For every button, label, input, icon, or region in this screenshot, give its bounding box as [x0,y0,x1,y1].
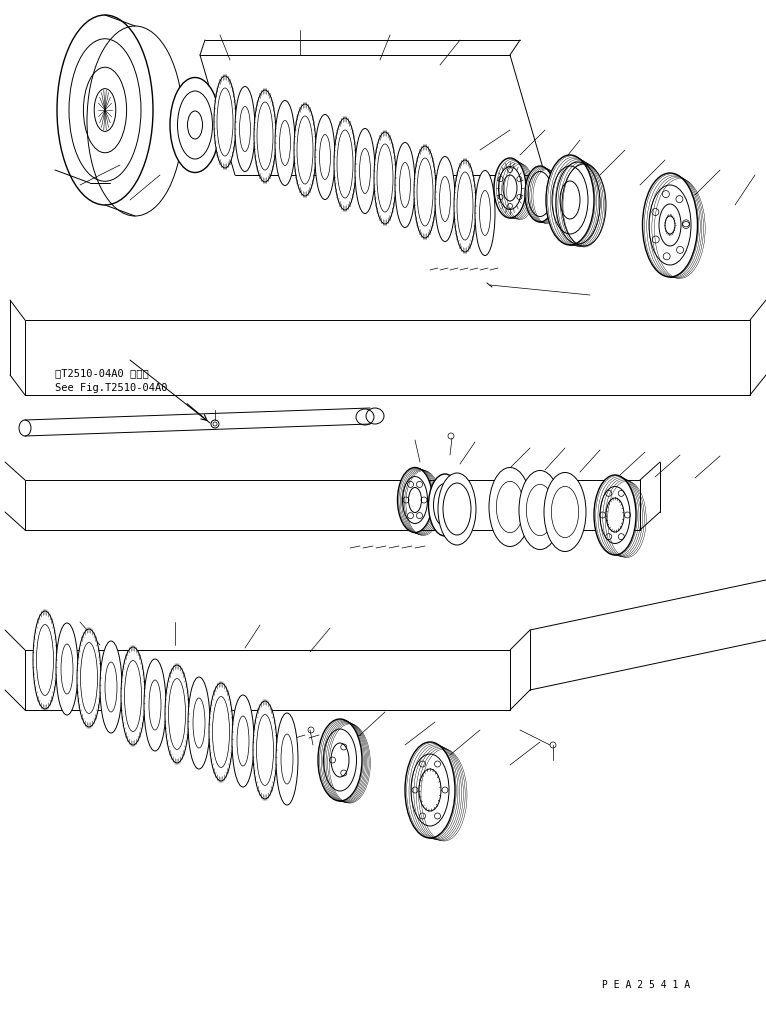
Ellipse shape [125,660,142,732]
Ellipse shape [257,102,273,170]
Ellipse shape [560,181,580,219]
Ellipse shape [214,76,236,168]
Ellipse shape [428,474,461,536]
Ellipse shape [297,116,313,184]
Circle shape [211,420,219,428]
Ellipse shape [217,88,233,156]
Ellipse shape [253,701,277,799]
Ellipse shape [56,623,78,715]
Ellipse shape [323,729,356,791]
Ellipse shape [212,697,230,767]
Ellipse shape [237,716,249,766]
Ellipse shape [359,149,371,193]
Ellipse shape [169,678,185,749]
Ellipse shape [649,185,691,265]
Ellipse shape [552,166,588,234]
Ellipse shape [600,486,630,544]
Ellipse shape [276,713,298,805]
Ellipse shape [544,472,586,551]
Ellipse shape [257,715,273,786]
Ellipse shape [443,483,471,535]
Ellipse shape [438,473,476,545]
Ellipse shape [552,486,578,538]
Ellipse shape [528,172,552,216]
Ellipse shape [318,719,362,801]
Ellipse shape [209,683,233,782]
Ellipse shape [419,769,441,811]
Ellipse shape [494,158,526,218]
Ellipse shape [178,91,212,159]
Ellipse shape [434,483,457,527]
Ellipse shape [475,171,495,256]
Ellipse shape [240,106,250,152]
Ellipse shape [254,90,276,182]
Ellipse shape [606,498,624,532]
Ellipse shape [414,146,436,238]
Ellipse shape [398,467,433,533]
Ellipse shape [319,134,330,180]
Ellipse shape [457,172,473,240]
Ellipse shape [374,132,396,224]
Ellipse shape [294,104,316,196]
Ellipse shape [193,698,205,748]
Ellipse shape [519,470,561,550]
Ellipse shape [496,481,524,533]
Ellipse shape [80,643,97,714]
Ellipse shape [489,467,531,547]
Ellipse shape [232,695,254,787]
Ellipse shape [454,160,476,252]
Ellipse shape [121,647,145,745]
Ellipse shape [275,100,295,185]
Ellipse shape [400,163,411,207]
Ellipse shape [643,173,698,277]
Ellipse shape [144,659,166,751]
Ellipse shape [188,111,202,139]
Ellipse shape [440,177,450,221]
Ellipse shape [315,114,335,199]
Ellipse shape [417,158,433,226]
Ellipse shape [659,204,681,246]
Ellipse shape [188,677,210,769]
Ellipse shape [526,484,554,536]
Ellipse shape [402,476,427,524]
Ellipse shape [100,641,122,733]
Ellipse shape [355,128,375,213]
Ellipse shape [503,175,517,201]
Ellipse shape [480,190,490,236]
Ellipse shape [280,120,290,166]
Ellipse shape [499,167,522,209]
Text: See Fig.T2510-04A0: See Fig.T2510-04A0 [55,383,168,393]
Ellipse shape [408,487,421,513]
Ellipse shape [165,665,189,763]
Ellipse shape [77,629,101,727]
Ellipse shape [170,78,220,173]
Ellipse shape [594,475,636,555]
Ellipse shape [105,662,117,712]
Ellipse shape [331,743,349,777]
Ellipse shape [281,734,293,784]
Ellipse shape [334,118,356,210]
Ellipse shape [665,216,675,234]
Ellipse shape [366,408,384,424]
Ellipse shape [377,144,393,212]
Ellipse shape [395,143,415,227]
Ellipse shape [61,644,73,694]
Ellipse shape [525,166,555,222]
Ellipse shape [337,130,353,198]
Ellipse shape [235,87,255,172]
Ellipse shape [37,625,54,696]
Ellipse shape [435,157,455,242]
Text: P E A 2 5 4 1 A: P E A 2 5 4 1 A [602,980,690,990]
Ellipse shape [405,742,455,838]
Ellipse shape [546,155,594,245]
Ellipse shape [149,680,161,730]
Ellipse shape [411,754,449,826]
Ellipse shape [33,611,57,709]
Text: 第T2510-04A0 図参照: 第T2510-04A0 図参照 [55,368,149,378]
